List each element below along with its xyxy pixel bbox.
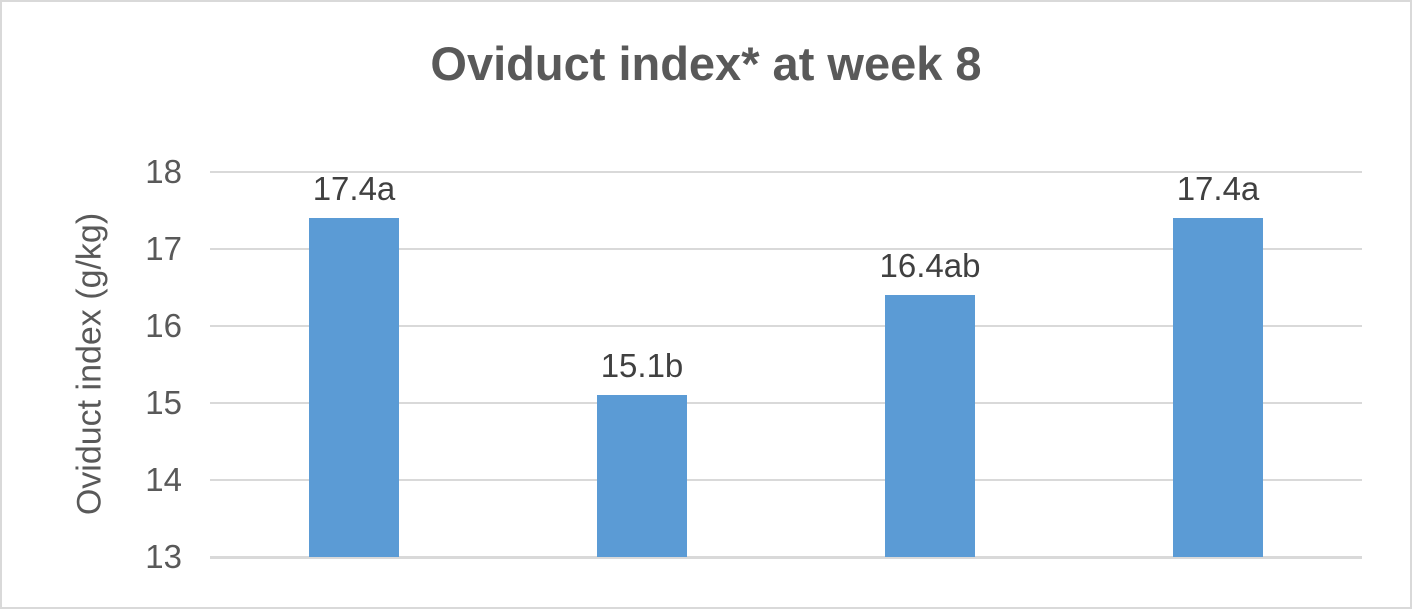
gridline — [210, 325, 1362, 327]
y-tick-label: 17 — [145, 230, 182, 267]
y-tick-label: 14 — [145, 461, 182, 498]
bar — [309, 218, 399, 557]
y-tick-label: 15 — [145, 384, 182, 421]
gridline — [210, 479, 1362, 481]
bar — [885, 295, 975, 557]
bar-value-label: 15.1b — [600, 347, 684, 385]
bar-value-label: 17.4a — [1176, 170, 1260, 208]
bar — [1173, 218, 1263, 557]
x-axis-baseline — [210, 556, 1362, 559]
bar-value-label: 17.4a — [312, 170, 396, 208]
y-tick-label: 13 — [145, 538, 182, 575]
gridline — [210, 402, 1362, 404]
plot-area: 18 17 16 15 14 13 17.4a 15.1b 16.4ab 17.4a — [145, 153, 1362, 575]
gridline — [210, 171, 1362, 173]
chart-title: Oviduct index* at week 8 — [430, 37, 982, 90]
gridline — [210, 248, 1362, 250]
bar — [597, 395, 687, 557]
y-tick-label: 18 — [145, 153, 182, 190]
bar-value-label: 16.4ab — [879, 247, 981, 285]
y-tick-label: 16 — [145, 307, 182, 344]
